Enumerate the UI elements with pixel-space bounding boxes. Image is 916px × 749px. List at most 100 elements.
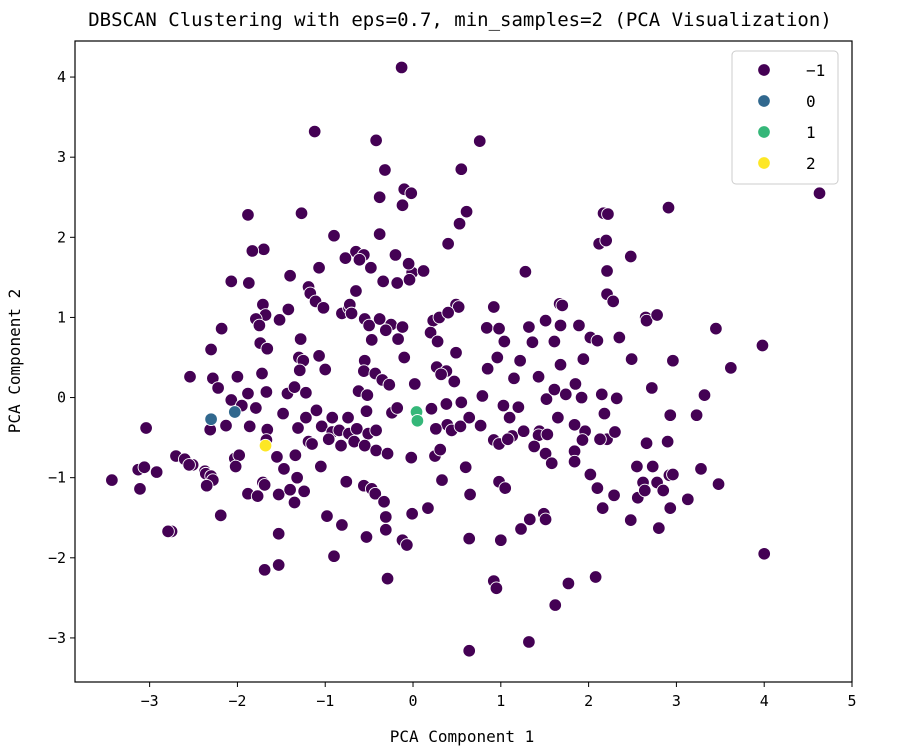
point-cluster-noise-193 <box>516 424 531 438</box>
point-cluster-noise-37 <box>600 264 614 278</box>
point-cluster-noise-240 <box>257 478 272 492</box>
point-cluster-noise-88 <box>391 332 405 346</box>
point-cluster-noise-244 <box>314 459 328 474</box>
point-cluster-noise-19 <box>812 186 827 200</box>
point-cluster-noise-126 <box>382 377 397 392</box>
point-cluster-noise-49 <box>487 300 501 314</box>
point-cluster-noise-4 <box>378 163 392 177</box>
point-cluster-noise-265 <box>199 478 214 493</box>
point-cluster-noise-171 <box>551 410 565 425</box>
point-cluster-noise-68 <box>372 312 387 326</box>
y-tick-label: 1 <box>57 308 66 326</box>
point-cluster-noise-226 <box>575 433 590 447</box>
point-cluster-noise-45 <box>390 276 404 290</box>
point-cluster-noise-113 <box>576 352 591 366</box>
point-cluster-noise-206 <box>270 450 284 464</box>
point-cluster-noise-210 <box>321 432 336 446</box>
point-cluster-noise-280 <box>523 512 537 527</box>
point-cluster-noise-98 <box>755 338 770 353</box>
plot-frame <box>74 40 853 683</box>
point-cluster-noise-234 <box>182 458 196 472</box>
point-cluster-noise-292 <box>624 513 638 527</box>
point-cluster-noise-34 <box>599 233 613 248</box>
point-cluster-noise-290 <box>663 501 678 515</box>
point-cluster-noise-20 <box>257 242 271 257</box>
point-cluster-noise-195 <box>540 427 555 442</box>
y-tick-label: −1 <box>48 469 66 487</box>
point-cluster-noise-131 <box>531 369 546 384</box>
point-cluster-noise-94 <box>525 335 540 350</box>
point-cluster-noise-159 <box>325 410 339 425</box>
x-tick-label: 4 <box>760 692 769 710</box>
point-cluster-noise-101 <box>260 341 275 356</box>
point-cluster-noise-157 <box>299 410 313 425</box>
point-cluster-noise-7 <box>404 186 419 200</box>
y-tick-label: −3 <box>48 629 66 647</box>
point-cluster-noise-258 <box>645 459 660 474</box>
point-cluster-noise-228 <box>639 436 654 450</box>
x-tick-label: 2 <box>584 692 593 710</box>
point-cluster-noise-11 <box>452 216 467 231</box>
point-cluster-noise-117 <box>183 369 197 384</box>
point-cluster-noise-25 <box>338 251 353 265</box>
point-cluster-noise-263 <box>711 477 726 491</box>
point-cluster-noise-89 <box>395 320 410 334</box>
point-cluster-noise-76 <box>538 313 553 328</box>
point-cluster-noise-223 <box>538 446 553 461</box>
x-tick-label: 0 <box>409 692 418 710</box>
point-cluster-noise-81 <box>214 321 229 336</box>
point-cluster-noise-287 <box>638 483 652 498</box>
point-cluster-2-0 <box>258 438 273 453</box>
point-cluster-noise-277 <box>421 501 435 515</box>
legend-label-2: 1 <box>806 123 816 142</box>
x-axis-label: PCA Component 1 <box>390 727 535 746</box>
point-cluster-noise-87 <box>379 323 393 338</box>
point-cluster-noise-5 <box>454 162 469 176</box>
point-cluster-noise-75 <box>522 320 536 334</box>
point-cluster-noise-161 <box>359 404 374 418</box>
point-cluster-noise-160 <box>341 410 355 425</box>
point-cluster-noise-288 <box>656 483 670 498</box>
point-cluster-noise-95 <box>547 334 562 349</box>
point-cluster-1-1 <box>410 414 425 428</box>
point-cluster-noise-272 <box>320 509 334 523</box>
point-cluster-noise-155 <box>249 401 263 415</box>
point-cluster-noise-151 <box>645 381 659 395</box>
point-cluster-noise-114 <box>624 352 639 366</box>
point-cluster-noise-147 <box>559 387 573 402</box>
point-cluster-noise-111 <box>513 353 527 368</box>
point-cluster-noise-188 <box>369 423 383 438</box>
point-cluster-noise-163 <box>390 401 404 415</box>
point-cluster-0-0 <box>204 412 218 426</box>
point-cluster-noise-78 <box>572 318 586 333</box>
point-cluster-noise-112 <box>553 357 568 372</box>
point-cluster-noise-279 <box>514 522 528 536</box>
point-cluster-noise-138 <box>299 385 313 400</box>
point-cluster-noise-284 <box>595 501 610 515</box>
y-tick-label: 2 <box>57 228 66 246</box>
point-cluster-noise-261 <box>666 467 680 482</box>
point-cluster-noise-303 <box>257 563 272 577</box>
point-cluster-noise-0 <box>394 60 409 75</box>
point-cluster-noise-110 <box>490 350 505 365</box>
point-cluster-noise-73 <box>480 321 494 335</box>
point-cluster-noise-119 <box>230 369 245 384</box>
point-cluster-noise-255 <box>583 467 598 482</box>
point-cluster-noise-10 <box>459 204 474 219</box>
point-cluster-noise-178 <box>219 418 233 433</box>
point-cluster-noise-44 <box>376 274 390 289</box>
point-cluster-noise-128 <box>434 367 448 382</box>
point-cluster-noise-27 <box>364 261 378 275</box>
point-cluster-noise-302 <box>489 581 504 596</box>
point-cluster-noise-257 <box>630 459 644 474</box>
point-cluster-noise-242 <box>290 470 304 485</box>
point-cluster-noise-92 <box>449 345 463 360</box>
point-cluster-noise-31 <box>388 248 403 262</box>
point-cluster-noise-285 <box>607 488 621 503</box>
point-cluster-noise-65 <box>344 306 359 321</box>
x-axis: −3 −2 −1 0 1 2 3 4 5 <box>141 682 857 710</box>
point-cluster-noise-310 <box>757 547 771 561</box>
point-cluster-noise-198 <box>608 425 622 439</box>
point-cluster-noise-29 <box>416 264 431 278</box>
point-cluster-noise-39 <box>242 276 256 290</box>
